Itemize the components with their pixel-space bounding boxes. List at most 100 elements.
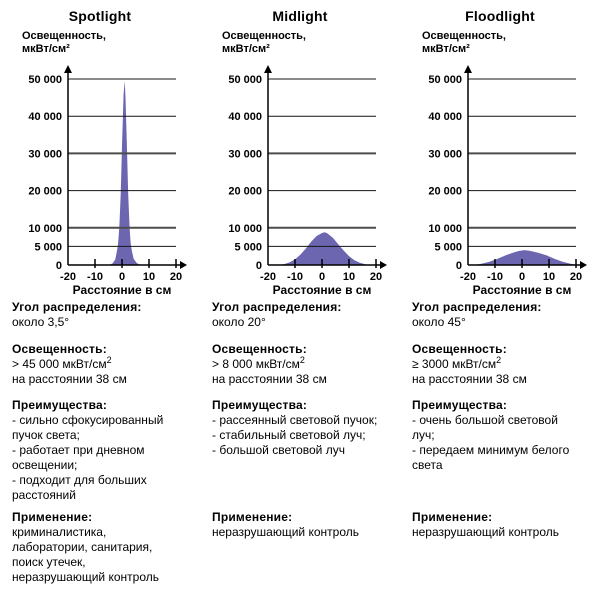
- y-tick-label: 40 000: [28, 111, 62, 123]
- x-tick-label: -10: [487, 271, 503, 283]
- y-tick-label: 5 000: [34, 241, 62, 253]
- y-tick-label: 5 000: [434, 241, 462, 253]
- angle-section: Угол распределения: около 45°: [400, 300, 600, 342]
- advantages-list: - очень большой световой луч; - передаем …: [412, 413, 600, 473]
- y-axis-label-line1: Освещенность,: [222, 30, 306, 42]
- distribution-chart-spotlight: 0 5 000 10 000 20 000 30 000 40 000 50 000 -20-…: [0, 64, 200, 300]
- application-line: лаборатории, санитария,: [12, 540, 153, 554]
- y-tick-label: 20 000: [28, 186, 62, 198]
- application-line: криминалистика,: [12, 525, 107, 539]
- application-heading: Применение:: [412, 510, 493, 524]
- advantage-item: - очень большой световой луч;: [412, 413, 558, 442]
- column-floodlight: Floodlight Освещенность, мкВт/см² 0 5 000…: [400, 0, 600, 591]
- y-tick-label: 40 000: [228, 111, 262, 123]
- y-axis-arrow-icon: [264, 65, 272, 73]
- advantages-heading: Преимущества:: [212, 398, 308, 412]
- x-tick-label: 10: [543, 271, 555, 283]
- advantages-list: - рассеянный световой пучок; - стабильный…: [212, 413, 400, 458]
- advantages-heading: Преимущества:: [12, 398, 108, 412]
- x-tick-label: -20: [460, 271, 476, 283]
- x-tick-label: 10: [343, 271, 355, 283]
- illuminance-value-text: > 8 000 мкВт/см: [212, 357, 300, 371]
- area-fill: [276, 232, 371, 265]
- x-tick-label: -10: [287, 271, 303, 283]
- advantages-section: Преимущества: - рассеянный световой пучо…: [200, 398, 400, 510]
- illuminance-distance: на расстоянии 38 см: [212, 372, 327, 386]
- x-axis-title: Расстояние в см: [473, 283, 572, 297]
- y-tick-label: 50 000: [228, 74, 262, 86]
- application-heading: Применение:: [212, 510, 293, 524]
- column-spotlight: Spotlight Освещенность, мкВт/см² 0 5 000 1…: [0, 0, 200, 591]
- application-section: Применение: неразрушающий контроль: [200, 510, 400, 591]
- y-axis-label-line2: мкВт/см²: [422, 43, 470, 55]
- y-tick-label: 0: [56, 260, 62, 272]
- illuminance-value-superscript: 2: [496, 355, 502, 365]
- application-line: неразрушающий контроль: [412, 525, 559, 539]
- x-tick-label: 20: [170, 271, 182, 283]
- x-tick-label: 0: [519, 271, 525, 283]
- illuminance-value: > 45 000 мкВт/см2: [12, 356, 178, 372]
- angle-value: около 20°: [212, 315, 266, 329]
- x-tick-label: -10: [87, 271, 103, 283]
- x-axis-arrow-icon: [380, 261, 387, 269]
- angle-heading: Угол распределения:: [412, 300, 542, 314]
- chart-svg: 0 5 000 10 000 20 000 30 000 40 000 50 000 -20-…: [228, 65, 387, 297]
- advantage-item: - работает при дневном освещении;: [12, 443, 145, 472]
- y-tick-label: 20 000: [428, 186, 462, 198]
- chart-title: Midlight: [272, 8, 328, 24]
- area-fill: [108, 80, 141, 266]
- y-axis-label-line2: мкВт/см²: [22, 43, 70, 55]
- application-heading: Применение:: [12, 510, 93, 524]
- y-axis-label: Освещенность, мкВт/см²: [200, 30, 400, 64]
- application-line: поиск утечек,: [12, 555, 86, 569]
- advantages-list: - сильно сфокусированный пучок света; - р…: [12, 413, 200, 503]
- illuminance-value-text: > 45 000 мкВт/см: [12, 357, 107, 371]
- x-axis-title: Расстояние в см: [273, 283, 372, 297]
- illuminance-distance: на расстоянии 38 см: [12, 372, 127, 386]
- x-tick-label: -20: [60, 271, 76, 283]
- angle-section: Угол распределения: около 3,5°: [0, 300, 200, 342]
- y-axis-arrow-icon: [64, 65, 72, 73]
- x-tick-label: 20: [370, 271, 382, 283]
- illuminance-value-superscript: 2: [299, 355, 305, 365]
- y-tick-label: 5 000: [234, 241, 262, 253]
- y-tick-label: 30 000: [228, 148, 262, 160]
- y-tick-label: 20 000: [228, 186, 262, 198]
- advantages-section: Преимущества: - очень большой световой л…: [400, 398, 600, 510]
- y-tick-label: 50 000: [28, 74, 62, 86]
- angle-heading: Угол распределения:: [212, 300, 342, 314]
- advantage-item: - подходит для больших расстояний: [12, 473, 147, 502]
- illuminance-heading: Освещенность:: [12, 342, 107, 356]
- y-tick-label: 40 000: [428, 111, 462, 123]
- angle-value: около 45°: [412, 315, 466, 329]
- y-tick-label: 30 000: [28, 148, 62, 160]
- illuminance-value: ≥ 3000 мкВт/см2: [412, 355, 578, 372]
- advantage-item: - большой световой луч: [212, 443, 345, 457]
- y-tick-label: 10 000: [28, 223, 62, 235]
- application-section: Применение: криминалистика, лаборатории, …: [0, 510, 200, 591]
- y-axis-arrow-icon: [464, 65, 472, 73]
- application-list: неразрушающий контроль: [412, 525, 600, 540]
- column-midlight: Midlight Освещенность, мкВт/см² 0 5 000 10…: [200, 0, 400, 591]
- y-tick-label: 50 000: [428, 74, 462, 86]
- illuminance-section: Освещенность: > 45 000 мкВт/см2 на расст…: [0, 342, 200, 398]
- y-axis-label: Освещенность, мкВт/см²: [400, 30, 600, 64]
- advantage-item: - рассеянный световой пучок;: [212, 413, 378, 427]
- y-axis-label-line1: Освещенность,: [22, 30, 106, 42]
- y-axis-label-line1: Освещенность,: [422, 30, 506, 42]
- advantages-section: Преимущества: - сильно сфокусированный п…: [0, 398, 200, 510]
- x-tick-label: 20: [570, 271, 582, 283]
- advantages-heading: Преимущества:: [412, 398, 508, 412]
- application-list: криминалистика, лаборатории, санитария, по…: [12, 525, 200, 585]
- chart-svg: 0 5 000 10 000 20 000 30 000 40 000 50 000 -20-…: [428, 65, 587, 297]
- x-tick-label: 0: [319, 271, 325, 283]
- y-axis-label-line2: мкВт/см²: [222, 43, 270, 55]
- application-line: неразрушающий контроль: [212, 525, 359, 539]
- chart-svg: 0 5 000 10 000 20 000 30 000 40 000 50 000 -20-…: [28, 65, 187, 297]
- y-tick-label: 10 000: [428, 223, 462, 235]
- application-list: неразрушающий контроль: [212, 525, 400, 540]
- x-tick-label: 10: [143, 271, 155, 283]
- illuminance-heading: Освещенность:: [212, 342, 307, 356]
- x-axis-title: Расстояние в см: [73, 283, 172, 297]
